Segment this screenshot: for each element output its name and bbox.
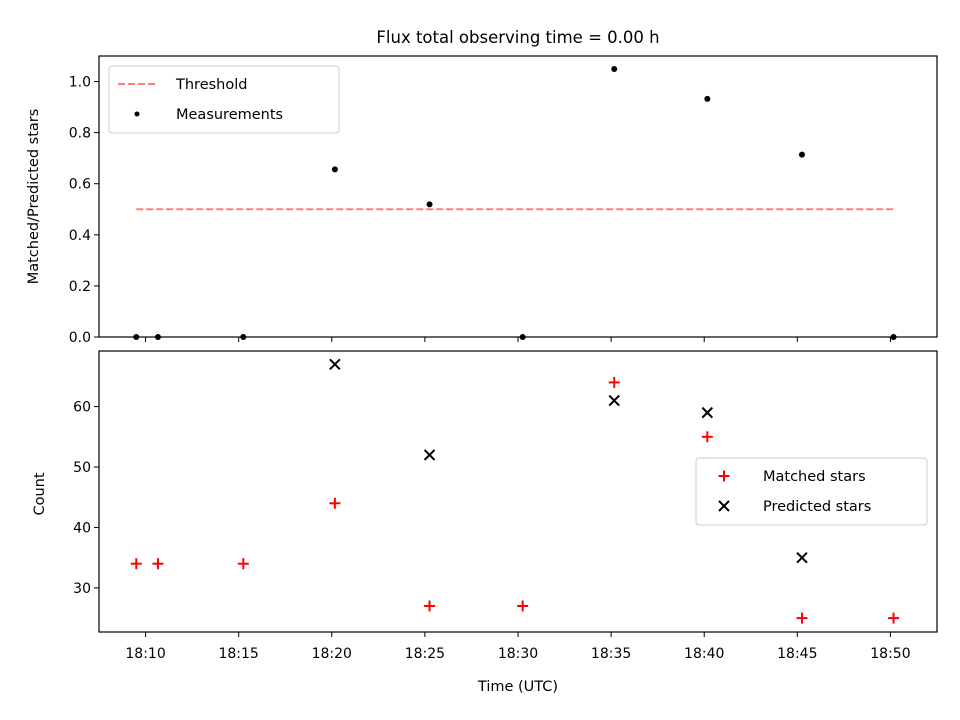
measurement-point: [426, 201, 433, 208]
top-y-axis-label: Matched/Predicted stars: [26, 109, 42, 285]
bottom-y-tick-label: 50: [73, 460, 91, 476]
bottom-x-tick-label: 18:45: [777, 646, 817, 662]
top-panel: 0.0 0.2 0.4 0.6 0.8 1.0 Matched/Predicted sta…: [26, 55, 938, 346]
top-y-ticks: 0.0 0.2 0.4 0.6 0.8 1.0: [69, 75, 99, 346]
matched-star-point: [152, 558, 164, 570]
x-axis-label: Time (UTC): [477, 679, 558, 695]
bottom-x-tick-label: 18:25: [405, 646, 445, 662]
bottom-legend-label: Predicted stars: [763, 499, 871, 515]
top-y-tick-label: 1.0: [69, 75, 91, 91]
bottom-legend-label: Matched stars: [763, 469, 866, 485]
chart-title: Flux total observing time = 0.00 h: [376, 28, 659, 47]
bottom-y-ticks: 30 40 50 60: [73, 400, 99, 597]
bottom-x-tick-label: 18:20: [312, 646, 352, 662]
bottom-y-tick-label: 30: [73, 581, 91, 597]
bottom-x-tick-label: 18:35: [591, 646, 631, 662]
top-x-ticks: [145, 337, 891, 342]
bottom-x-tick-label: 18:10: [125, 646, 165, 662]
bottom-plot-area: [130, 358, 900, 624]
bottom-x-ticks: 18:10 18:15 18:20 18:25 18:30 18:35 18:40 18:45…: [125, 632, 911, 662]
matched-star-point: [424, 600, 436, 612]
top-y-tick-label: 0.6: [69, 177, 91, 193]
measurement-point: [798, 151, 805, 158]
bottom-x-tick-label: 18:50: [870, 646, 910, 662]
top-legend-label: Threshold: [175, 77, 247, 93]
matched-star-point: [130, 558, 142, 570]
bottom-legend: Matched stars Predicted stars: [695, 457, 928, 526]
matched-star-point: [517, 600, 529, 612]
measurement-point: [704, 95, 711, 102]
top-legend: Threshold Measurements: [108, 65, 340, 134]
predicted-star-point: [608, 394, 620, 407]
legend-measurement-swatch: [134, 111, 140, 117]
measurement-point: [331, 166, 338, 173]
predicted-star-point: [423, 449, 436, 461]
predicted-star-point: [796, 551, 808, 564]
top-legend-label: Measurements: [176, 107, 283, 123]
matched-star-point: [701, 431, 713, 443]
top-y-tick-label: 0.0: [69, 330, 91, 346]
measurement-point: [611, 66, 618, 73]
matched-star-point: [796, 612, 808, 624]
predicted-star-point: [701, 406, 714, 419]
bottom-y-axis-label: Count: [32, 472, 48, 515]
matched-star-point: [329, 497, 341, 509]
predicted-star-point: [329, 358, 341, 371]
legend-matched-swatch: [718, 470, 730, 482]
bottom-x-tick-label: 18:30: [498, 646, 538, 662]
bottom-legend-box: [695, 457, 928, 526]
top-y-tick-label: 0.8: [69, 126, 91, 142]
bottom-x-tick-label: 18:15: [218, 646, 258, 662]
legend-predicted-swatch: [718, 500, 730, 512]
top-y-tick-label: 0.2: [69, 279, 91, 295]
bottom-y-tick-label: 40: [73, 520, 91, 536]
matched-star-point: [888, 612, 900, 624]
top-y-tick-label: 0.4: [69, 228, 91, 244]
bottom-y-tick-label: 60: [73, 400, 91, 416]
matched-star-point: [608, 376, 620, 388]
matched-star-point: [237, 558, 249, 570]
top-legend-box: [108, 65, 340, 134]
bottom-x-tick-label: 18:40: [684, 646, 724, 662]
top-plot-area: [133, 66, 897, 340]
